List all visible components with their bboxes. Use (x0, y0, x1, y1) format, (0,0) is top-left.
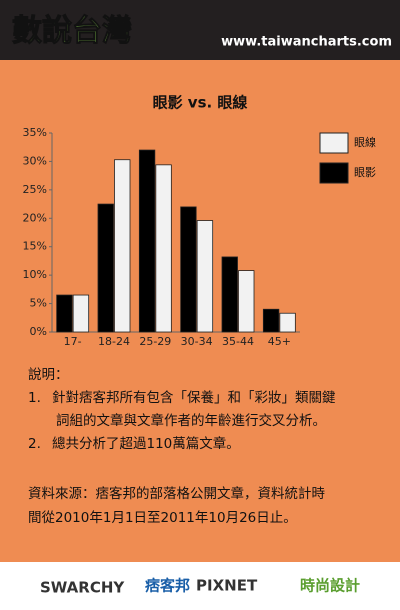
notes-heading: 說明： (28, 366, 69, 383)
bar (262, 308, 280, 333)
source-line: 間從2010年1月1日至2011年10月26日止。 (28, 510, 297, 526)
note-number: 2. (28, 436, 41, 452)
x-tick-label: 17- (64, 335, 82, 348)
y-tick-label: 5% (30, 297, 47, 310)
site-url: www.taiwancharts.com (221, 35, 392, 50)
legend-swatch (319, 132, 349, 154)
source-line: 資料來源：痞客邦的部落格公開文章，資料統計時 (28, 485, 325, 502)
bar (155, 164, 172, 333)
note-line: 針對痞客邦所有包含「保養」和「彩妝」類關鍵 (52, 389, 336, 406)
bar (97, 203, 114, 333)
logo: 數說台灣 (12, 14, 132, 49)
x-tick-label: 30-34 (181, 335, 213, 348)
bar (221, 256, 238, 333)
y-tick-label: 35% (23, 126, 47, 139)
bar (180, 206, 197, 333)
footer-logo: SWARCHY (40, 579, 125, 597)
bar (114, 159, 131, 333)
chart-title: 眼影 vs. 眼線 (153, 94, 248, 112)
footer-logo: 時尚設計 (300, 577, 360, 595)
footer-logo: PIXNET (196, 577, 258, 595)
y-tick-label: 0% (30, 325, 47, 338)
x-tick-label: 25-29 (139, 335, 171, 348)
note-line: 詞組的文章與文章作者的年齡進行交叉分析。 (56, 412, 326, 429)
footer-bar (0, 562, 400, 610)
x-tick-label: 45+ (268, 335, 291, 348)
note-number: 1. (28, 390, 41, 406)
legend-label: 眼線 (354, 135, 376, 149)
bar (238, 270, 255, 333)
y-tick-label: 25% (23, 183, 47, 196)
footer-logo: 痞客邦 (145, 577, 190, 595)
header-bar (0, 0, 400, 60)
x-tick-label: 35-44 (222, 335, 254, 348)
y-tick-label: 15% (23, 240, 47, 253)
y-tick-label: 10% (23, 268, 47, 281)
legend-swatch (319, 162, 349, 184)
note-line: 總共分析了超過110萬篇文章。 (52, 435, 240, 452)
y-tick-label: 30% (23, 154, 47, 167)
legend-label: 眼影 (354, 166, 376, 179)
bar (72, 294, 90, 333)
y-tick-label: 20% (23, 211, 47, 224)
bar (279, 312, 296, 333)
x-tick-label: 18-24 (98, 335, 130, 348)
bar (138, 149, 156, 333)
bar (196, 220, 214, 333)
bar (56, 294, 73, 333)
